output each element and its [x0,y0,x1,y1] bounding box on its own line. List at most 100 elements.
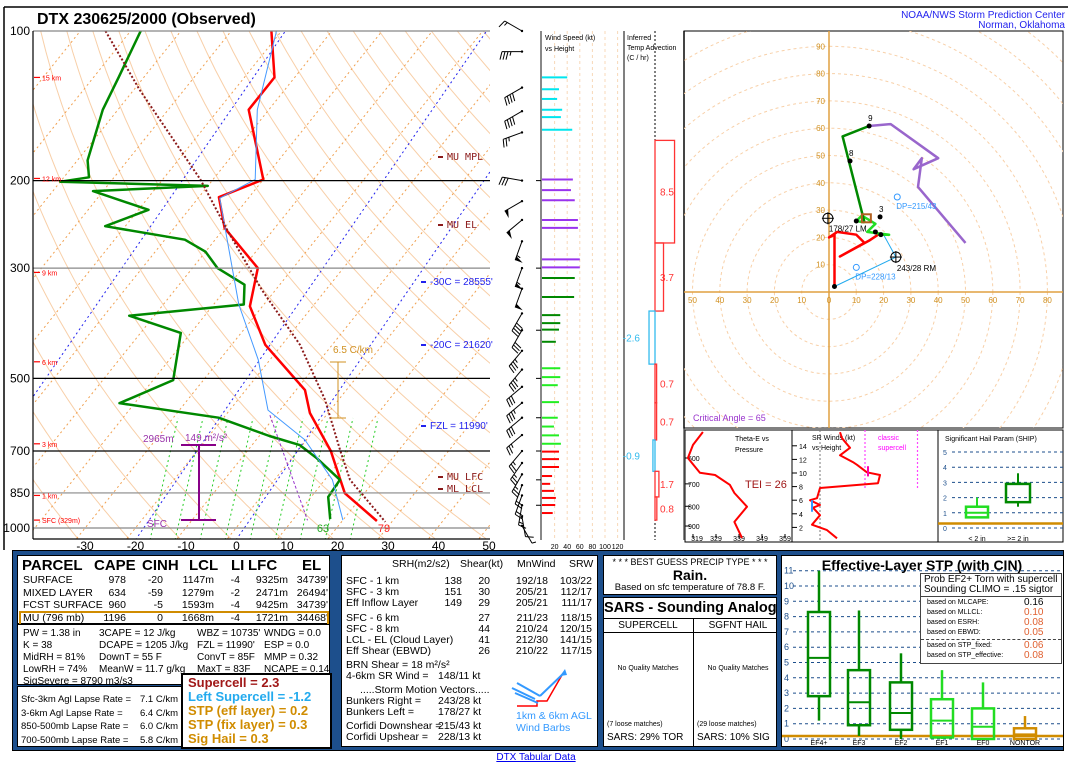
barb-station [520,312,524,315]
advection-subtitle: Temp Advection [627,45,677,52]
mean-wind-marker [860,213,872,224]
parcel-value: -2 [230,586,240,599]
storm-motion-label: 243/28 RM [897,264,936,273]
sfc-dewpoint-label: 63 [317,523,329,535]
parcel-value: 34739' [296,574,328,586]
annotation-mu_mpl: MU MPL [447,152,483,163]
lapse-rate-value: 7.1 C/km [139,694,178,705]
windspeed-tick: 20 [551,544,559,550]
barb-staff [514,495,523,515]
annotation-ml_lcl: ML LCL [447,484,483,495]
index-value: ESP = 0.0 [264,640,310,651]
stp-ylabel: 0 [784,734,789,744]
composite-index: STP (eff layer) = 0.2 [188,703,309,718]
barb-staff [510,462,523,480]
barb-full [502,139,505,148]
index-value: ConvT = 85F [197,652,255,663]
kinematics-value: 138 [444,575,462,587]
barb-half [510,443,514,448]
parcel-header: CAPE [94,557,136,574]
stp-ylabel: 10 [784,581,794,591]
barb-staff [508,350,523,367]
mixing-ratio-line [324,417,354,539]
dry-adiabat [430,31,490,103]
precip-title: * * * BEST GUESS PRECIP TYPE * * * [612,557,768,567]
critical-angle: Critical Angle = 65 [693,413,766,423]
dry-adiabat [33,268,232,539]
sars-panel: SARS - Sounding Analogs SUPERCELL No Quali… [603,597,777,747]
index-value: LowRH = 74% [23,664,88,675]
parcel-header: PARCEL [22,557,83,574]
ship-ylabel: 3 [943,480,947,487]
parcel-value: 960 [108,599,126,611]
hodograph-ring-label: 30 [816,206,825,215]
barb-staff [508,369,523,386]
advection-layer [648,310,656,365]
stp-ylabel: 8 [784,612,789,622]
barb-station [520,504,524,507]
hodograph-x-label: 60 [988,296,997,305]
barb-full [511,476,519,484]
barb-station [520,50,524,53]
parcel-value: 634 [108,586,126,599]
hodograph-9-12km [868,122,967,244]
barb-full [516,322,523,330]
barb-flag [506,230,512,239]
mu_parcel-profile [104,31,387,523]
dry-adiabat [248,31,490,330]
dry-adiabat [170,31,490,434]
kinematics-value: 212/30 [515,634,548,646]
barb-full [508,445,514,454]
thetae-xlabel: 339 [733,536,745,543]
ship-ylabel: 2 [943,496,947,503]
isotherm-highlight [135,31,488,539]
barb-staff [506,434,523,449]
wind-barb [508,449,524,474]
dry-adiabat [404,31,490,135]
lapse-rate-label: 3-6km Agl Lapse Rate = [21,707,123,719]
stp-ylabel: 3 [784,688,789,698]
hodograph-ring-label: 10 [816,261,825,270]
sfc-temp-label: 79 [378,523,390,535]
hodograph-x-label: 40 [934,296,943,305]
barb-feather [516,682,541,697]
kinematics-header: SRW [569,558,594,570]
kinematics-row-label: SFC - 3 km [346,586,400,598]
lapse-rate-label: 700-500mb Lapse Rate = [21,734,129,746]
dry-adiabat [33,102,334,539]
pressure-tick: 1000 [3,521,30,535]
hodograph-frame [683,30,1064,429]
stp-panel: Effective-Layer STP (with CIN) 0 1 2 3 4 5 6 7 8 9… [781,555,1064,747]
temp-tick: 0 [233,539,240,550]
index-value: DCAPE = 1205 J/kg [99,640,189,651]
barb-1km [517,674,563,707]
kinematics-value: 29 [478,597,490,609]
sr-wind-label: 4-6km SR Wind = [346,670,429,682]
stp-category: EF0 [977,740,990,746]
barb-full [508,413,514,422]
parcel-value: 1668m [181,611,214,624]
org-location: Norman, Oklahoma [978,20,1065,31]
srwinds-profile [809,431,881,540]
kinematics-value: 210/24 [515,623,548,635]
barb-full [506,447,511,456]
tabular-data-link[interactable]: DTX Tabular Data [496,752,576,763]
advection-layer [652,439,656,472]
windspeed-tick: 40 [563,544,571,550]
eff-srh-label: 149 m²/s² [185,433,228,444]
stp-category: EF4+ [811,740,828,746]
srwinds-legend: classic [878,435,900,442]
stp-ylabel: 4 [784,673,789,683]
ship-category: < 2 in [968,536,985,543]
mixing-ratio-line [274,417,304,539]
isotherm [33,31,383,469]
barb-full [508,397,514,406]
prob-divider [921,596,1061,597]
pressure-tick: 500 [10,371,30,385]
barb-staff [511,474,523,492]
hodograph-ring [1026,31,1063,64]
dry-adiabat [300,31,490,264]
height-point [872,229,878,235]
barb-flag [515,256,523,263]
wind-barb [511,312,524,337]
